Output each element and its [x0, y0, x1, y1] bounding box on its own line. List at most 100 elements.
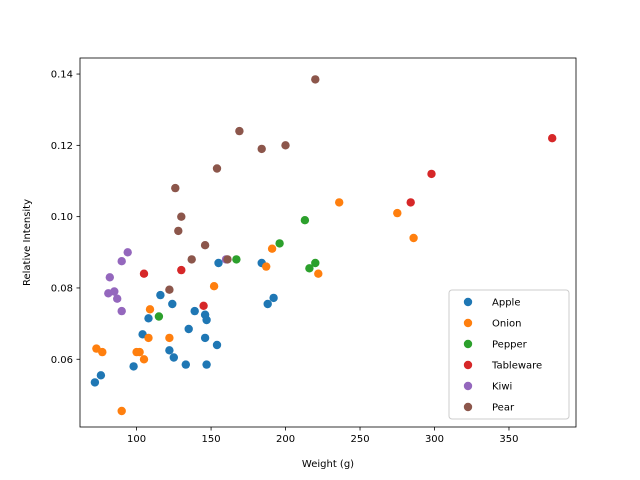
legend-marker-kiwi [463, 381, 473, 391]
data-point-tableware [139, 269, 149, 278]
legend-marker-pepper [463, 339, 473, 349]
data-point-onion [98, 347, 107, 357]
data-point-pepper [300, 216, 310, 225]
data-point-apple [212, 340, 222, 350]
data-point-kiwi [123, 248, 132, 257]
data-point-pear [281, 141, 290, 150]
data-point-onion [335, 198, 344, 207]
x-tick-label: 350 [499, 434, 518, 445]
data-point-pear [311, 75, 320, 84]
data-point-pear [212, 164, 222, 173]
data-point-pear [174, 226, 183, 236]
data-points-layer [90, 75, 557, 416]
data-point-pepper [311, 258, 320, 268]
data-point-onion [393, 208, 402, 218]
legend-label-tableware: Tableware [491, 361, 542, 372]
data-point-apple [129, 362, 138, 371]
legend-label-onion: Onion [492, 319, 521, 330]
series-onion [92, 198, 418, 416]
x-tick-label: 250 [350, 434, 369, 445]
data-point-apple [214, 258, 223, 268]
data-point-apple [156, 290, 165, 300]
data-point-apple [269, 293, 278, 303]
data-point-pear [235, 126, 244, 136]
data-point-apple [168, 299, 177, 309]
plot-area-frame [79, 57, 577, 428]
y-tick-label: 0.10 [51, 212, 73, 223]
legend-label-pear: Pear [492, 403, 515, 414]
data-point-tableware [427, 169, 436, 179]
legend-label-kiwi: Kiwi [492, 382, 512, 393]
series-tableware [139, 134, 557, 310]
data-point-pepper [154, 312, 164, 321]
legend-frame [448, 289, 570, 420]
data-point-tableware [406, 198, 415, 207]
data-point-apple [90, 378, 100, 387]
data-point-apple [165, 346, 174, 355]
y-tick-label: 0.08 [51, 283, 73, 294]
data-point-pear [171, 183, 180, 193]
data-point-pear [200, 241, 210, 250]
data-point-tableware [177, 265, 186, 275]
x-tick-label: 300 [425, 434, 444, 445]
data-point-apple [190, 306, 199, 316]
data-point-pepper [275, 239, 284, 248]
series-kiwi [104, 248, 231, 316]
x-axis-label: Weight (g) [302, 459, 354, 470]
data-point-tableware [548, 134, 557, 143]
data-point-kiwi [117, 257, 126, 266]
x-tick-label: 150 [202, 434, 221, 445]
legend: Apple Onion Pepper Tableware Kiwi Pear [448, 289, 570, 420]
data-point-kiwi [110, 287, 119, 296]
data-point-apple [96, 371, 106, 380]
series-apple [90, 258, 278, 387]
data-point-kiwi [113, 294, 122, 303]
data-point-kiwi [105, 273, 115, 282]
series-pepper [154, 216, 320, 321]
data-point-pear [257, 144, 266, 154]
y-axis: 0.06 0.08 0.10 0.12 0.14 [51, 70, 80, 366]
x-tick-label: 100 [127, 434, 146, 445]
data-point-apple [202, 360, 211, 369]
legend-label-pepper: Pepper [492, 340, 528, 351]
data-point-onion [139, 355, 149, 364]
data-point-pepper [305, 264, 314, 273]
data-point-pepper [232, 255, 241, 264]
data-point-apple [263, 299, 272, 309]
legend-marker-pear [463, 402, 473, 412]
legend-marker-apple [463, 297, 473, 307]
data-point-onion [135, 347, 144, 357]
series-pear [165, 75, 320, 294]
y-tick-label: 0.12 [51, 141, 73, 152]
data-point-onion [144, 333, 153, 343]
x-tick-label: 200 [276, 434, 295, 445]
data-point-onion [314, 269, 323, 278]
data-point-onion [165, 333, 174, 343]
data-point-apple [181, 360, 190, 369]
data-point-onion [267, 244, 277, 253]
data-point-onion [117, 406, 126, 416]
data-point-apple [144, 314, 153, 323]
data-point-pear [187, 255, 196, 264]
y-tick-label: 0.06 [51, 355, 73, 366]
data-point-onion [262, 262, 271, 271]
data-point-apple [200, 333, 210, 343]
legend-label-apple: Apple [492, 298, 520, 309]
data-point-apple [169, 353, 178, 362]
y-axis-label: Relative Intensity [22, 199, 33, 286]
data-point-tableware [199, 301, 208, 310]
legend-marker-tableware [463, 360, 473, 370]
legend-marker-onion [463, 318, 473, 328]
data-point-onion [209, 282, 219, 291]
data-point-apple [202, 315, 211, 325]
data-point-pear [177, 212, 186, 221]
data-point-pear [165, 285, 174, 294]
y-tick-label: 0.14 [51, 70, 73, 81]
data-point-onion [145, 305, 155, 314]
data-point-pear [223, 255, 232, 264]
data-point-kiwi [117, 306, 126, 316]
data-point-apple [184, 324, 193, 334]
data-point-onion [409, 233, 418, 243]
x-axis: 100 150 200 250 300 350 [127, 427, 519, 445]
